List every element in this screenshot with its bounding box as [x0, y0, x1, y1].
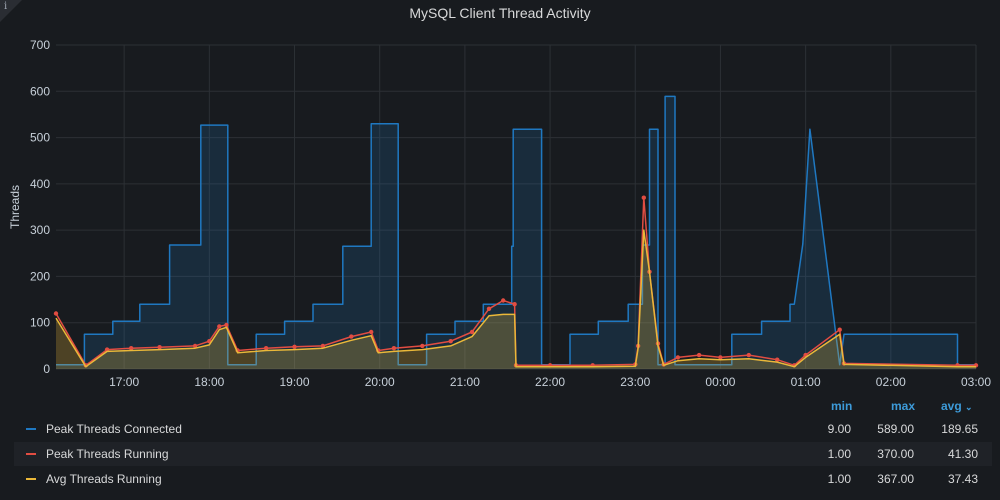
- y-tick-label: 700: [30, 38, 50, 52]
- peak-running-point: [775, 357, 780, 362]
- legend-avg-value: 37.43: [947, 472, 978, 486]
- peak-running-point: [129, 346, 134, 351]
- peak-running-point: [349, 334, 354, 339]
- legend-avg-value: 41.30: [947, 447, 978, 461]
- legend-max-value: 367.00: [877, 472, 914, 486]
- peak-running-point: [448, 339, 453, 344]
- legend-row-avg-running[interactable]: Avg Threads Running 1.00 367.00 37.43: [14, 467, 992, 491]
- y-tick-label: 500: [30, 131, 50, 145]
- y-tick-label: 300: [30, 223, 50, 237]
- legend-series-name: Peak Threads Connected: [46, 422, 182, 436]
- peak-running-point: [746, 352, 751, 358]
- chart-canvas[interactable]: 0 100 200 300 400 500 600 700 17:00 18:00 19:00 20:…: [0, 0, 1000, 400]
- peak-running-point: [641, 195, 646, 200]
- peak-running-point: [512, 302, 517, 307]
- peak-running-point: [192, 343, 198, 349]
- legend-series-name: Peak Threads Running: [46, 447, 169, 461]
- legend-min-value: 9.00: [827, 422, 851, 436]
- legend-table: min max avg ⌄ Peak Threads Connected 9.0…: [0, 395, 1000, 500]
- y-tick-label: 400: [30, 177, 50, 191]
- peak-running-point: [501, 298, 506, 303]
- x-tick-label: 21:00: [450, 375, 480, 389]
- peak-running-point: [320, 343, 326, 349]
- peak-running-point: [486, 306, 492, 311]
- y-tick-label: 100: [30, 316, 50, 330]
- legend-swatch: [26, 428, 36, 430]
- x-tick-label: 00:00: [705, 375, 735, 389]
- peak-running-point: [837, 327, 842, 332]
- x-tick-label: 19:00: [280, 375, 310, 389]
- legend-swatch: [26, 453, 36, 455]
- legend-swatch: [26, 478, 36, 480]
- peak-running-point: [696, 352, 702, 358]
- chevron-down-icon: ⌄: [965, 402, 973, 412]
- x-tick-label: 02:00: [876, 375, 906, 389]
- panel-title[interactable]: MySQL Client Thread Activity: [409, 5, 591, 21]
- legend-avg-value: 189.65: [941, 422, 978, 436]
- x-tick-label: 03:00: [961, 375, 991, 389]
- legend-min-value: 1.00: [827, 447, 851, 461]
- x-tick-label: 20:00: [365, 375, 395, 389]
- legend-header-avg[interactable]: avg ⌄: [941, 399, 973, 413]
- legend-row-connected[interactable]: Peak Threads Connected 9.00 589.00 189.6…: [14, 417, 992, 441]
- peak-running-point: [217, 324, 222, 329]
- series-peak-threads-connected-area: [56, 96, 976, 370]
- x-tick-label: 22:00: [535, 375, 565, 389]
- x-tick-label: 17:00: [109, 375, 139, 389]
- peak-running-point: [718, 355, 723, 360]
- peak-running-point: [675, 355, 681, 360]
- series-avg-threads-running-area: [56, 230, 976, 369]
- legend-series-name: Avg Threads Running: [46, 472, 162, 486]
- legend-header-min[interactable]: min: [831, 399, 853, 413]
- peak-running-point: [420, 343, 425, 349]
- x-tick-label: 18:00: [194, 375, 224, 389]
- series-peak-threads-connected-line: [56, 95, 976, 366]
- info-icon[interactable]: i: [4, 1, 8, 12]
- legend-min-value: 1.00: [827, 472, 851, 486]
- y-tick-label: 200: [30, 269, 50, 283]
- series-avg-threads-running-line: [55, 229, 976, 368]
- y-axis-label: Threads: [8, 185, 22, 229]
- peak-running-point: [53, 311, 59, 316]
- y-tick-label: 0: [43, 362, 50, 376]
- peak-running-point: [292, 344, 297, 349]
- peak-running-point: [369, 329, 374, 335]
- peak-running-point: [157, 345, 162, 350]
- peak-running-point: [391, 346, 397, 351]
- legend-row-running[interactable]: Peak Threads Running 1.00 370.00 41.30: [14, 442, 992, 466]
- legend-header-max[interactable]: max: [891, 399, 916, 413]
- peak-running-point: [263, 346, 269, 351]
- legend-max-value: 589.00: [877, 422, 914, 436]
- y-tick-label: 600: [30, 84, 50, 98]
- legend-header-avg-label: avg: [941, 399, 962, 413]
- legend-max-value: 370.00: [877, 447, 914, 461]
- x-tick-label: 01:00: [791, 375, 821, 389]
- x-tick-label: 23:00: [620, 375, 650, 389]
- info-corner[interactable]: [0, 0, 22, 22]
- peak-running-point: [224, 322, 229, 328]
- peak-running-point: [469, 329, 475, 335]
